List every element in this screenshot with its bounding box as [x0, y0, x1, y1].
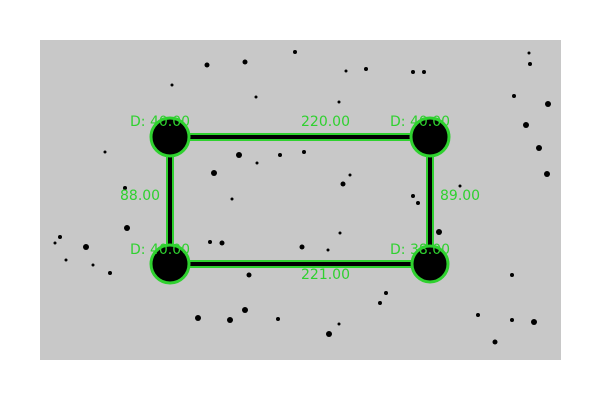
- speckle-dot: [208, 240, 212, 244]
- speckle-dot: [531, 319, 537, 325]
- speckle-dot: [230, 197, 234, 201]
- speckle-dot: [512, 94, 516, 98]
- speckle-dot: [411, 194, 415, 198]
- speckle-dot: [326, 248, 330, 252]
- edge-label-bottom: 221.00: [301, 267, 350, 283]
- speckle-dot: [348, 173, 352, 177]
- speckle-dot: [278, 153, 282, 157]
- edge-label-left: 88.00: [120, 188, 160, 204]
- speckle-dot: [124, 225, 130, 231]
- speckle-dots: [53, 50, 551, 345]
- edge-label-right: 89.00: [440, 188, 480, 204]
- speckle-dot: [204, 62, 210, 68]
- speckle-dot: [528, 62, 532, 66]
- speckle-dot: [436, 229, 442, 235]
- speckle-dot: [242, 307, 248, 313]
- node-label-bottom-left: D: 40.00: [130, 242, 190, 258]
- speckle-dot: [338, 231, 342, 235]
- speckle-dot: [255, 161, 259, 165]
- speckle-dot: [337, 100, 341, 104]
- speckle-dot: [544, 171, 550, 177]
- speckle-dot: [276, 317, 280, 321]
- speckle-dot: [195, 315, 201, 321]
- speckle-dot: [242, 59, 248, 65]
- speckle-dot: [510, 318, 514, 322]
- speckle-dot: [536, 145, 542, 151]
- edge-label-top: 220.00: [301, 114, 350, 130]
- speckle-dot: [476, 313, 480, 317]
- speckle-dot: [227, 317, 233, 323]
- speckle-dot: [523, 122, 529, 128]
- node-bottom-left: [149, 243, 191, 285]
- speckle-dot: [64, 258, 68, 262]
- node-label-top-right: D: 40.00: [390, 114, 450, 130]
- speckle-dot: [170, 83, 174, 87]
- speckle-dot: [246, 272, 252, 278]
- speckle-dot: [510, 273, 514, 277]
- speckle-dot: [344, 69, 348, 73]
- node-top-right: [409, 116, 451, 158]
- speckle-dot: [302, 150, 306, 154]
- node-bottom-right: [410, 244, 450, 284]
- panel-background: [40, 40, 561, 360]
- speckle-dot: [384, 291, 388, 295]
- speckle-dot: [58, 235, 62, 239]
- speckle-dot: [236, 152, 242, 158]
- speckle-dot: [91, 263, 95, 267]
- speckle-dot: [492, 339, 498, 345]
- node-label-bottom-right: D: 38.00: [390, 242, 450, 258]
- speckle-dot: [411, 70, 415, 74]
- speckle-dot: [299, 244, 305, 250]
- speckle-dot: [123, 186, 127, 190]
- speckle-dot: [103, 150, 107, 154]
- speckle-dot: [326, 331, 332, 337]
- speckle-dot: [219, 240, 225, 246]
- speckle-dot: [53, 241, 57, 245]
- speckle-dot: [340, 181, 346, 187]
- speckle-dot: [458, 184, 462, 188]
- speckle-dot: [378, 301, 382, 305]
- speckle-dot: [108, 271, 112, 275]
- speckle-dot: [422, 70, 426, 74]
- speckle-dot: [527, 51, 531, 55]
- speckle-dot: [254, 95, 258, 99]
- speckle-dot: [545, 101, 551, 107]
- speckle-dot: [416, 201, 420, 205]
- speckle-dot: [83, 244, 89, 250]
- speckle-dot: [293, 50, 297, 54]
- node-label-top-left: D: 40.00: [130, 114, 190, 130]
- speckle-dot: [211, 170, 217, 176]
- node-top-left: [149, 116, 191, 158]
- speckle-dot: [337, 322, 341, 326]
- speckle-dot: [364, 67, 368, 71]
